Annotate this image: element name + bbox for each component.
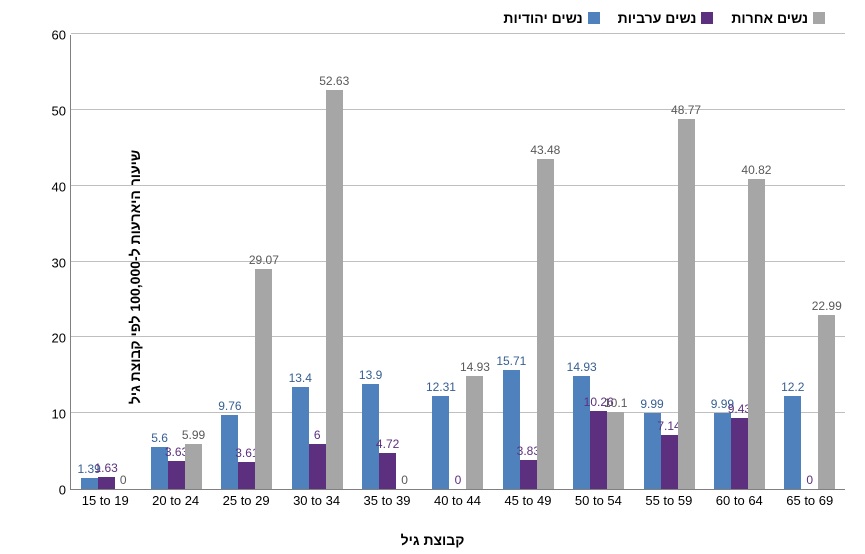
bar-group: 13.9 4.72 0 [352,35,422,489]
legend-label: נשים יהודיות [503,10,582,26]
bar-value-label: 14.93 [460,360,490,374]
bar: 29.07 [255,269,272,489]
legend-swatch [701,12,713,24]
bar-groups: 1.391.6305.63.635.999.763.6129.0713.4652… [71,35,845,489]
bar-value-label: 13.4 [289,371,312,385]
bar: 1.63 [98,477,115,489]
bar: 1.39 [81,478,98,489]
bar: 3.61 [238,462,255,489]
legend-swatch [813,12,825,24]
bar-group: 15.713.8343.48 [493,35,563,489]
bar: 52.63 [326,90,343,489]
legend-label: נשים אחרות [731,10,808,26]
bar: 9.99 [714,413,731,489]
bar: 4.72 [379,453,396,489]
bar: 12.31 [432,396,449,489]
y-tick-label: 40 [40,179,66,194]
x-tick-label: 35 to 39 [352,493,422,508]
y-axis-ticks: 0102030405060 [40,35,66,490]
bar-group: 12.31 0 14.93 [423,35,493,489]
bar-chart: נשים יהודיותנשים ערביותנשים אחרות שיעור … [0,0,865,554]
bar-value-label: 4.72 [376,437,399,451]
x-tick-label: 65 to 69 [775,493,845,508]
bar: 14.93 [573,376,590,489]
bar-value-label: 40.82 [741,163,771,177]
bar: 9.43 [731,418,748,490]
bar-value-label: 6 [314,428,321,442]
x-tick-label: 45 to 49 [493,493,563,508]
bar-value-label: 9.99 [640,397,663,411]
bar: 13.4 [292,387,309,489]
legend-item: נשים אחרות [731,10,825,26]
bar-value-label: 9.76 [218,399,241,413]
bar-value-label: 15.71 [496,354,526,368]
bar: 10.1 [607,412,624,489]
bar: 3.63 [168,461,185,489]
bar-value-label: 48.77 [671,103,701,117]
x-tick-label: 40 to 44 [422,493,492,508]
x-tick-label: 55 to 59 [634,493,704,508]
chart-legend: נשים יהודיות נשים ערביות נשים אחרות [503,10,825,26]
bar-value-label: 0 [455,473,462,487]
x-tick-label: 50 to 54 [563,493,633,508]
bar-group: 5.63.635.99 [141,35,211,489]
bar: 43.48 [537,159,554,489]
bar-value-label: 13.9 [359,368,382,382]
legend-swatch [588,12,600,24]
x-tick-label: 20 to 24 [140,493,210,508]
x-axis-title: קבוצת גיל [401,532,465,548]
bar: 48.77 [678,119,695,489]
legend-item: נשים יהודיות [503,10,599,26]
bar: 10.26 [590,411,607,489]
plot-area: 1.391.6305.63.635.999.763.6129.0713.4652… [70,35,845,490]
bar: 15.71 [503,370,520,489]
y-tick-label: 10 [40,407,66,422]
bar-value-label: 29.07 [249,253,279,267]
bar-group: 12.2 0 22.99 [775,35,845,489]
bar: 5.99 [185,444,202,489]
x-tick-label: 30 to 34 [281,493,351,508]
bar-value-label: 14.93 [567,360,597,374]
bar-group: 13.4652.63 [282,35,352,489]
legend-label: נשים ערביות [618,10,697,26]
bar-value-label: 10.1 [604,396,627,410]
bar-group: 9.999.4340.82 [704,35,774,489]
bar: 7.14 [661,435,678,489]
y-tick-label: 0 [40,483,66,498]
bar-group: 1.391.630 [71,35,141,489]
gridline [71,33,845,34]
y-tick-label: 20 [40,331,66,346]
bar-group: 9.997.1448.77 [634,35,704,489]
bar-value-label: 0 [401,473,408,487]
y-tick-label: 50 [40,103,66,118]
bar: 14.93 [466,376,483,489]
y-tick-label: 60 [40,28,66,43]
x-tick-label: 15 to 19 [70,493,140,508]
bar-value-label: 43.48 [530,143,560,157]
x-tick-label: 25 to 29 [211,493,281,508]
bar-value-label: 22.99 [812,299,842,313]
bar: 40.82 [748,179,765,489]
bar-value-label: 0 [120,473,127,487]
bar-value-label: 0 [806,473,813,487]
bar-value-label: 12.31 [426,380,456,394]
bar: 3.83 [520,460,537,489]
y-tick-label: 30 [40,255,66,270]
bar-group: 9.763.6129.07 [212,35,282,489]
legend-item: נשים ערביות [618,10,714,26]
bar: 12.2 [784,396,801,489]
bar-value-label: 1.63 [94,461,117,475]
bar-value-label: 12.2 [781,380,804,394]
bar: 6 [309,444,326,490]
bar: 22.99 [818,315,835,489]
x-axis-labels: 15 to 1920 to 2425 to 2930 to 3435 to 39… [70,493,845,508]
bar-value-label: 5.99 [182,428,205,442]
bar-group: 14.9310.2610.1 [564,35,634,489]
bar-value-label: 5.6 [151,431,168,445]
bar-value-label: 52.63 [319,74,349,88]
x-tick-label: 60 to 64 [704,493,774,508]
